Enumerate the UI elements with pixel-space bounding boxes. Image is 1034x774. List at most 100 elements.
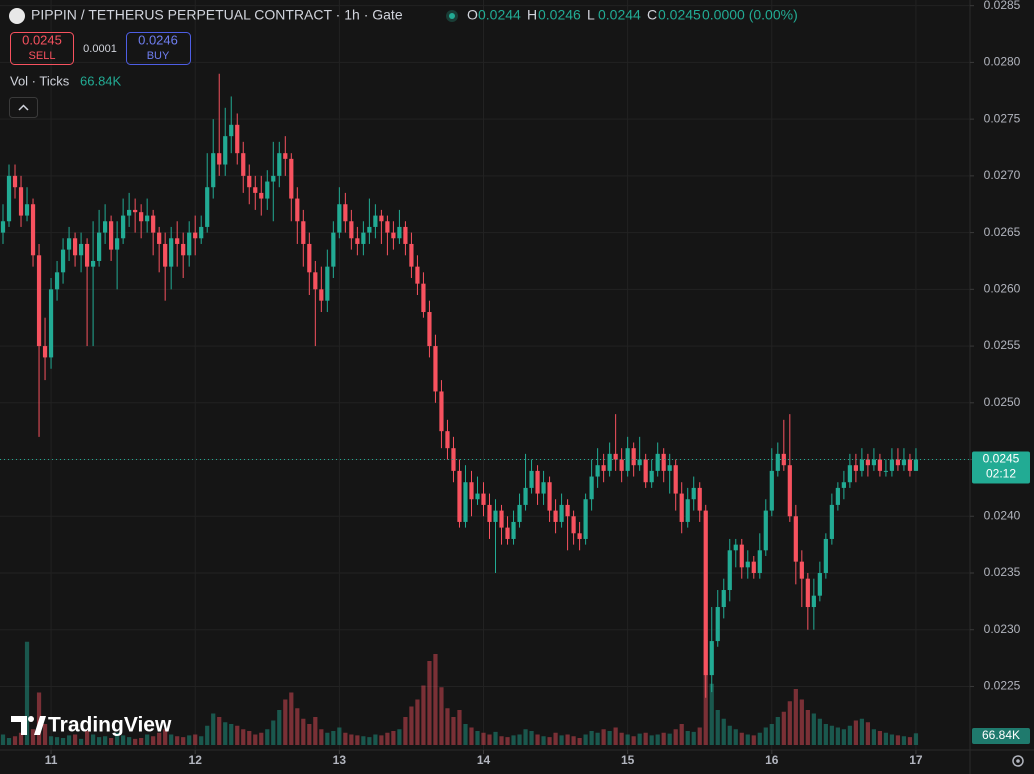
candle-body bbox=[457, 470, 462, 522]
volume-bar bbox=[229, 724, 234, 745]
volume-bar bbox=[691, 731, 696, 745]
ohlc-legend: O 0.0244 H 0.0246 L 0.0244 C 0.0245 bbox=[467, 7, 701, 23]
candle-body bbox=[337, 204, 342, 233]
candle-body bbox=[499, 510, 504, 528]
candle-body bbox=[559, 504, 564, 522]
volume-bar bbox=[373, 734, 378, 745]
x-tick-label: 13 bbox=[333, 753, 347, 767]
candle-body bbox=[421, 283, 426, 313]
volume-bar bbox=[30, 729, 36, 745]
volume-bar bbox=[289, 692, 294, 745]
candle-body bbox=[571, 516, 576, 534]
volume-bar bbox=[727, 725, 732, 745]
candle-body bbox=[163, 243, 168, 267]
volume-bar bbox=[745, 734, 750, 745]
volume-bar bbox=[829, 725, 834, 745]
candle-body bbox=[655, 453, 660, 471]
volume-badge bbox=[972, 728, 1030, 744]
volume-bar bbox=[307, 724, 312, 745]
candle-body bbox=[48, 289, 54, 358]
candle-body bbox=[289, 158, 294, 199]
candle-body bbox=[343, 204, 348, 222]
volume-bar bbox=[295, 708, 300, 745]
settings-icon[interactable] bbox=[1016, 759, 1020, 763]
volume-bar bbox=[397, 729, 402, 745]
volume-bar bbox=[625, 734, 630, 745]
volume-bar bbox=[301, 718, 306, 745]
volume-bar bbox=[157, 732, 162, 745]
candle-body bbox=[187, 232, 192, 256]
candle-body bbox=[523, 487, 528, 505]
volume-bar bbox=[649, 735, 654, 745]
volume-bar bbox=[529, 731, 534, 745]
collapse-icon[interactable] bbox=[18, 104, 29, 111]
volume-bar bbox=[199, 736, 204, 745]
candle-body bbox=[12, 175, 18, 188]
volume-bar bbox=[217, 717, 222, 745]
volume-bar bbox=[361, 736, 366, 745]
candle-body bbox=[817, 572, 822, 596]
candle-body bbox=[139, 212, 144, 222]
volume-bar bbox=[835, 727, 840, 745]
candle-body bbox=[319, 289, 324, 301]
buy-price[interactable]: 0.0246 bbox=[138, 32, 178, 47]
candle-body bbox=[121, 215, 126, 239]
sell-button[interactable] bbox=[10, 32, 74, 65]
volume-bar bbox=[739, 732, 744, 745]
candle-body bbox=[90, 260, 96, 267]
candle-body bbox=[283, 153, 288, 159]
x-tick-label: 14 bbox=[477, 753, 491, 767]
candle-body bbox=[619, 459, 624, 471]
buy-button[interactable] bbox=[126, 32, 191, 65]
candle-body bbox=[253, 187, 258, 193]
volume-bar bbox=[475, 731, 480, 745]
volume-bar bbox=[769, 724, 774, 745]
candle-body bbox=[535, 470, 540, 494]
volume-bar bbox=[667, 733, 672, 745]
volume-bar bbox=[913, 733, 919, 745]
candle-body bbox=[685, 499, 690, 522]
candle-body bbox=[24, 204, 30, 216]
candle-body bbox=[229, 124, 234, 137]
candle-body bbox=[181, 243, 186, 256]
ohlc-key: L bbox=[587, 7, 595, 23]
candle-body bbox=[217, 153, 222, 165]
volume-bar bbox=[78, 738, 84, 745]
volume-bar bbox=[463, 724, 468, 745]
candle-body bbox=[72, 238, 78, 256]
candle-body bbox=[427, 312, 432, 347]
candle-body bbox=[835, 487, 840, 505]
candle-body bbox=[103, 221, 108, 233]
candle-body bbox=[361, 232, 366, 244]
candle-body bbox=[0, 221, 6, 233]
candle-body bbox=[301, 221, 306, 244]
candle-body bbox=[775, 453, 780, 471]
x-tick-label: 17 bbox=[909, 753, 923, 767]
collapse-button[interactable] bbox=[9, 97, 38, 118]
candle-body bbox=[721, 590, 726, 608]
volume-bar bbox=[619, 732, 624, 745]
volume-bar bbox=[499, 736, 504, 745]
candle-body bbox=[259, 192, 264, 199]
candle-body bbox=[703, 510, 708, 676]
candle-body bbox=[78, 243, 84, 256]
volume-bar bbox=[379, 735, 384, 745]
volume-bar bbox=[589, 731, 594, 745]
volume-bar bbox=[757, 732, 762, 745]
candle-body bbox=[265, 181, 270, 199]
sell-label[interactable]: SELL bbox=[29, 50, 56, 62]
watermark: TradingView bbox=[48, 714, 172, 737]
candle-body bbox=[697, 487, 702, 511]
volume-bar bbox=[36, 692, 42, 745]
candle-body bbox=[577, 533, 582, 539]
volume-bar bbox=[115, 732, 120, 745]
candle-body bbox=[151, 215, 156, 233]
settings-button[interactable] bbox=[1012, 755, 1024, 767]
buy-label[interactable]: BUY bbox=[147, 50, 170, 62]
volume-bar bbox=[505, 737, 510, 745]
candle-body bbox=[601, 465, 606, 471]
volume-bar bbox=[511, 735, 516, 745]
sell-price[interactable]: 0.0245 bbox=[22, 32, 62, 47]
volume-bar bbox=[241, 729, 246, 745]
